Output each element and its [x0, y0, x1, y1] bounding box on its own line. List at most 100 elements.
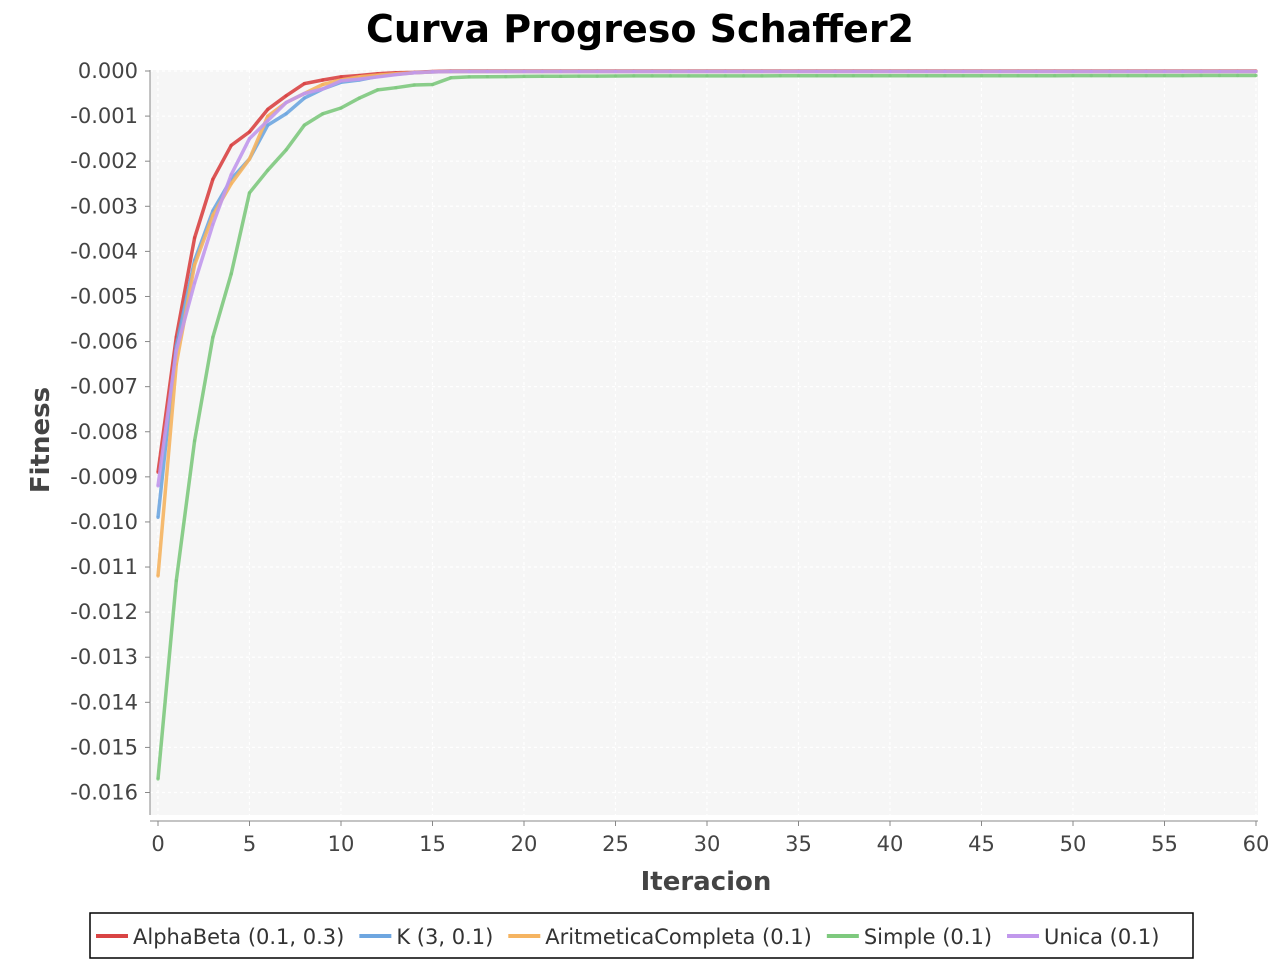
x-tick-label: 35: [785, 832, 812, 856]
y-tick-label: -0.016: [70, 781, 138, 805]
x-tick-label: 30: [694, 832, 721, 856]
data-point: [650, 69, 654, 74]
data-point: [430, 82, 435, 87]
y-tick-label: -0.007: [70, 375, 138, 399]
data-point: [467, 69, 471, 74]
data-point: [156, 777, 160, 781]
data-point: [723, 69, 727, 74]
data-point: [1162, 74, 1167, 78]
data-point: [485, 69, 489, 74]
x-tick-label: 0: [151, 832, 164, 856]
data-point: [906, 74, 910, 78]
axes: 0.000 -0.001 -0.002 -0.003 -0.004 -0.005 -0.00…: [70, 59, 1269, 856]
data-point: [247, 157, 252, 161]
data-point: [266, 123, 270, 127]
data-point: [925, 69, 929, 74]
y-tick-label: -0.004: [70, 239, 138, 263]
data-point: [961, 69, 965, 74]
data-point: [339, 106, 343, 110]
y-tick-label: -0.011: [70, 555, 138, 579]
data-point: [284, 148, 288, 152]
data-point: [613, 74, 618, 78]
data-point: [504, 69, 508, 74]
data-point: [833, 69, 837, 74]
data-point: [284, 112, 288, 116]
y-tick-label: -0.012: [70, 600, 138, 624]
data-point: [302, 82, 306, 86]
legend-label: Simple (0.1): [864, 925, 992, 949]
data-point: [467, 75, 471, 79]
data-point: [540, 69, 544, 74]
data-point: [485, 75, 489, 79]
data-point: [650, 74, 654, 78]
data-point: [687, 69, 691, 74]
data-point: [193, 263, 197, 267]
data-point: [229, 173, 233, 177]
legend-item: K (3, 0.1): [359, 925, 493, 949]
data-point: [394, 86, 398, 90]
x-tick-label: 25: [602, 832, 629, 856]
x-tick-label: 55: [1151, 832, 1178, 856]
data-point: [632, 74, 636, 78]
data-point: [796, 74, 801, 78]
data-point: [156, 515, 160, 520]
data-point: [193, 281, 197, 285]
y-tick-label: -0.014: [70, 690, 138, 714]
data-point: [1217, 73, 1221, 78]
data-point: [1126, 69, 1130, 74]
data-point: [321, 78, 325, 82]
data-point: [211, 335, 215, 339]
data-point: [412, 71, 416, 75]
data-point: [1254, 73, 1258, 78]
data-point: [778, 74, 782, 78]
data-point: [979, 69, 984, 74]
data-point: [687, 74, 691, 78]
data-point: [394, 73, 398, 77]
data-point: [229, 182, 233, 186]
legend-item: AritmeticaCompleta (0.1): [508, 925, 812, 949]
data-point: [613, 69, 618, 74]
data-point: [540, 74, 544, 78]
data-point: [577, 74, 581, 78]
data-point: [522, 74, 526, 78]
y-tick-label: -0.008: [70, 420, 138, 444]
grid-lines: [150, 70, 1258, 815]
data-point: [1089, 69, 1093, 74]
data-point: [156, 574, 160, 578]
data-point: [925, 74, 929, 78]
data-point: [851, 69, 856, 74]
y-tick-label: 0.000: [78, 59, 138, 83]
y-tick-label: -0.009: [70, 465, 138, 489]
data-point: [1236, 69, 1240, 74]
data-point: [1217, 69, 1221, 74]
data-point: [833, 74, 837, 78]
legend-label: AlphaBeta (0.1, 0.3): [133, 925, 344, 949]
data-point: [851, 74, 856, 78]
data-point: [1053, 69, 1057, 74]
x-tick-label: 60: [1243, 832, 1270, 856]
data-point: [284, 94, 288, 98]
data-point: [321, 112, 325, 116]
data-point: [211, 222, 215, 226]
chart-title: Curva Progreso Schaffer2: [366, 7, 914, 51]
y-tick-label: -0.002: [70, 149, 138, 173]
data-point: [1089, 74, 1093, 78]
data-point: [357, 77, 361, 81]
data-point: [321, 82, 325, 87]
data-point: [668, 69, 673, 74]
data-point: [723, 74, 727, 78]
data-point: [266, 107, 270, 111]
data-point: [705, 74, 709, 78]
data-point: [302, 123, 306, 127]
data-point: [1181, 69, 1185, 74]
data-point: [943, 74, 947, 78]
data-point: [266, 168, 270, 172]
data-point: [1162, 69, 1167, 74]
data-point: [1199, 69, 1203, 74]
y-tick-label: -0.010: [70, 510, 138, 534]
data-point: [449, 69, 453, 74]
data-point: [1108, 69, 1112, 74]
data-point: [174, 579, 178, 583]
data-point: [1034, 69, 1038, 74]
